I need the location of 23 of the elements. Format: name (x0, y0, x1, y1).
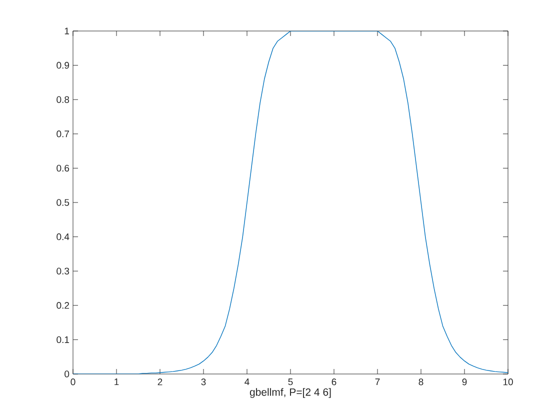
x-tick-label: 1 (114, 378, 119, 386)
y-tick-label: 0.6 (56, 164, 70, 172)
y-tick-label: 0.3 (56, 268, 70, 274)
x-tick-label: 3 (201, 378, 206, 386)
y-tick-label: 0.1 (56, 336, 70, 344)
y-tick-label: 0 (64, 370, 70, 378)
x-axis-title: gbellmf, P=[2 4 6] (250, 388, 331, 398)
x-tick-label: 5 (288, 378, 293, 386)
x-tick-label: 2 (158, 378, 162, 386)
x-tick-label: 0 (70, 378, 76, 386)
y-tick-label: 0.8 (56, 96, 70, 103)
y-tick-label: 0.7 (56, 130, 70, 138)
y-tick-label: 0.4 (56, 233, 70, 240)
x-tick-label: 8 (418, 378, 424, 386)
x-tick-label: 10 (503, 378, 513, 386)
x-tick-label: 6 (332, 378, 336, 386)
y-tick-label: 0.5 (56, 199, 70, 206)
x-tick-label: 4 (244, 378, 250, 386)
y-tick-label: 0.2 (56, 302, 70, 309)
x-tick-label: 9 (462, 378, 467, 386)
y-tick-label: 0.9 (56, 62, 70, 69)
x-tick-label: 7 (375, 378, 380, 386)
y-tick-label: 1 (64, 28, 70, 34)
